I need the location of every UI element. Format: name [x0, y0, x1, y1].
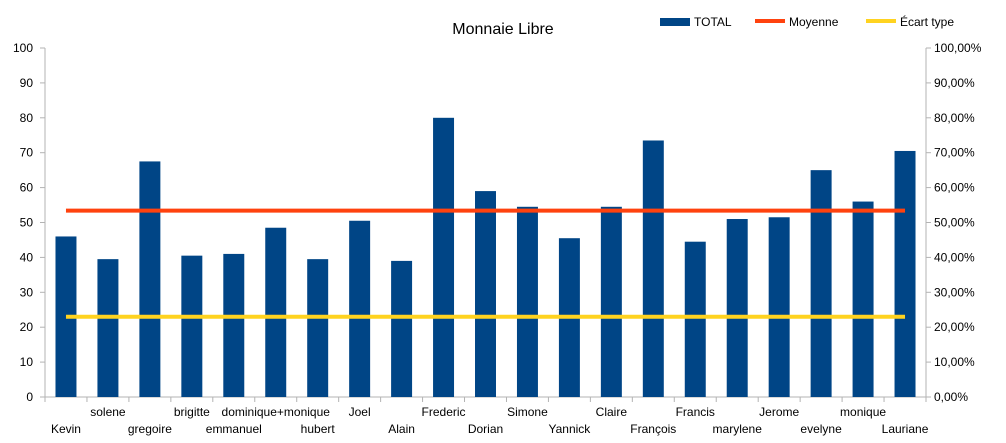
legend-label-ecart-type: Écart type — [900, 14, 954, 29]
bar-3 — [181, 255, 203, 397]
x-tick-label: Dorian — [468, 422, 503, 436]
y-left-tick-label: 60 — [20, 181, 34, 195]
legend-label-moyenne: Moyenne — [789, 15, 839, 29]
bar-9 — [433, 117, 455, 398]
y-right-tick-label: 20,00% — [934, 320, 975, 334]
bars — [55, 117, 916, 398]
y-right-tick-label: 60,00% — [934, 181, 975, 195]
bar-15 — [684, 241, 706, 397]
x-tick-label: dominique+monique — [222, 405, 331, 419]
legend-swatch-total — [660, 18, 690, 26]
y-left-tick-label: 30 — [20, 285, 34, 299]
y-right-tick-label: 80,00% — [934, 111, 975, 125]
y-left-tick-label: 0 — [26, 390, 33, 404]
bar-14 — [642, 140, 664, 398]
bar-13 — [600, 206, 622, 397]
bar-20 — [894, 150, 916, 397]
x-tick-label: gregoire — [128, 422, 172, 436]
bar-4 — [223, 253, 245, 397]
legend: TOTAL Moyenne Écart type — [660, 14, 954, 29]
y-right-tick-label: 90,00% — [934, 76, 975, 90]
bar-6 — [307, 259, 329, 397]
y-left-tick-label: 80 — [20, 111, 34, 125]
x-tick-label: emmanuel — [206, 422, 262, 436]
legend-label-total: TOTAL — [694, 15, 732, 29]
x-tick-label: Alain — [388, 422, 415, 436]
y-left-tick-label: 10 — [20, 355, 34, 369]
x-tick-label: monique — [840, 405, 886, 419]
y-right-tick-label: 50,00% — [934, 216, 975, 230]
bar-8 — [391, 260, 413, 397]
bar-1 — [97, 259, 119, 397]
bar-5 — [265, 227, 287, 397]
x-tick-label: Kevin — [51, 422, 81, 436]
legend-swatch-ecart-type — [866, 19, 896, 23]
x-tick-label: Simone — [507, 405, 548, 419]
x-tick-label: Lauriane — [882, 422, 929, 436]
y-right-tick-label: 70,00% — [934, 146, 975, 160]
x-tick-label: Claire — [596, 405, 628, 419]
x-tick-label: marylene — [713, 422, 763, 436]
y-left-tick-label: 70 — [20, 146, 34, 160]
x-tick-label: François — [630, 422, 676, 436]
y-right-tick-label: 0,00% — [934, 390, 968, 404]
chart-title: Monnaie Libre — [452, 21, 554, 38]
bar-10 — [475, 191, 496, 397]
bar-11 — [516, 206, 538, 397]
y-right-tick-label: 100,00% — [934, 41, 982, 55]
y-left-tick-label: 20 — [20, 320, 34, 334]
x-tick-label: evelyne — [800, 422, 842, 436]
y-right-tick-label: 10,00% — [934, 355, 975, 369]
y-left-tick-label: 100 — [13, 41, 33, 55]
bar-7 — [349, 220, 371, 397]
bar-16 — [726, 219, 748, 397]
x-tick-label: Frederic — [422, 405, 466, 419]
y-left-tick-label: 40 — [20, 250, 34, 264]
bar-19 — [852, 201, 874, 397]
bar-18 — [810, 170, 832, 397]
y-left-tick-label: 50 — [20, 216, 34, 230]
x-tick-label: Jerome — [759, 405, 799, 419]
bar-17 — [768, 217, 790, 397]
x-tick-label: hubert — [301, 422, 336, 436]
y-right-tick-label: 30,00% — [934, 285, 975, 299]
x-tick-label: Francis — [676, 405, 715, 419]
x-tick-label: brigitte — [174, 405, 210, 419]
y-right-tick-label: 40,00% — [934, 250, 975, 264]
legend-swatch-moyenne — [755, 19, 785, 23]
y-left-tick-label: 90 — [20, 76, 34, 90]
bar-2 — [139, 161, 161, 397]
x-tick-label: Joel — [349, 405, 371, 419]
reference-lines — [65, 208, 906, 319]
x-tick-label: solene — [90, 405, 126, 419]
x-tick-label: Yannick — [548, 422, 591, 436]
